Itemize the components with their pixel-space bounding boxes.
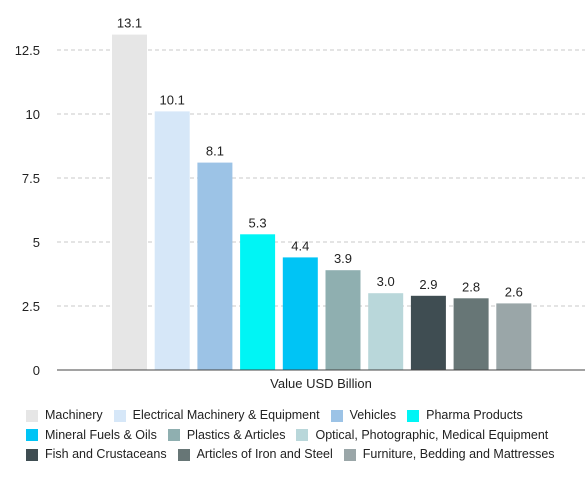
legend-swatch — [177, 448, 190, 461]
y-axis-tick-labels: 0 2.5 5 7.5 10 12.5 — [15, 43, 40, 378]
legend-item: Electrical Machinery & Equipment — [113, 406, 320, 426]
bar-value-label: 2.8 — [462, 279, 480, 294]
legend-item: Machinery — [26, 406, 103, 426]
legend-label: Electrical Machinery & Equipment — [132, 408, 320, 422]
bar — [282, 257, 318, 370]
legend-label: Machinery — [45, 408, 103, 422]
bar — [368, 293, 404, 370]
legend-swatch — [407, 409, 420, 422]
bar — [453, 298, 489, 370]
legend-item: Fish and Crustaceans — [26, 445, 167, 465]
bar-value-label: 3.9 — [334, 251, 352, 266]
legend-label: Furniture, Bedding and Mattresses — [362, 447, 555, 461]
bar-value-label: 8.1 — [206, 144, 224, 159]
y-tick-label: 12.5 — [15, 43, 40, 58]
legend-swatch — [26, 448, 38, 461]
legend-item: Plastics & Articles — [167, 426, 286, 446]
y-tick-label: 2.5 — [22, 299, 40, 314]
bar-value-label: 2.9 — [419, 277, 437, 292]
y-tick-label: 10 — [26, 107, 40, 122]
bar — [240, 234, 276, 370]
x-axis-label: Value USD Billion — [270, 376, 372, 391]
legend-item: Vehicles — [330, 406, 397, 426]
legend-label: Fish and Crustaceans — [45, 447, 167, 461]
legend-swatch — [26, 429, 38, 442]
legend-item: Articles of Iron and Steel — [177, 445, 333, 465]
legend-label: Vehicles — [349, 408, 397, 422]
legend-swatch — [113, 409, 126, 422]
legend-row: Fish and Crustaceans Articles of Iron and… — [26, 445, 581, 465]
bars — [112, 34, 532, 371]
legend-item: Optical, Photographic, Medical Equipment — [296, 426, 548, 446]
bar-value-label: 2.6 — [505, 284, 523, 299]
legend-label: Optical, Photographic, Medical Equipment — [315, 427, 549, 442]
legend: Machinery Electrical Machinery & Equipmen… — [26, 406, 581, 465]
bar — [325, 270, 361, 370]
legend-swatch — [26, 409, 38, 422]
y-tick-label: 0 — [33, 363, 40, 378]
legend-item: Pharma Products — [407, 406, 523, 426]
legend-item: Furniture, Bedding and Mattresses — [343, 445, 555, 465]
bar-value-label: 4.4 — [291, 238, 309, 253]
legend-label: Pharma Products — [426, 408, 523, 422]
bar-value-label: 13.1 — [117, 16, 142, 31]
bar-value-label: 3.0 — [377, 274, 395, 289]
legend-row: Mineral Fuels & Oils Plastics & Articles O… — [26, 426, 581, 446]
bar-value-labels: 13.1 10.1 8.1 5.3 4.4 3.9 3.0 2.9 2.8 2.6 — [117, 16, 523, 300]
legend-item: Mineral Fuels & Oils — [26, 426, 157, 446]
y-tick-label: 5 — [33, 235, 40, 250]
bar — [410, 295, 446, 370]
legend-swatch — [343, 448, 356, 461]
bar — [154, 111, 190, 371]
bar-chart-plot: 0 2.5 5 7.5 10 12.5 13.1 10.1 8.1 5.3 4.4 3.9 3.0 2.… — [15, 16, 585, 391]
bar — [112, 34, 147, 370]
bar — [496, 303, 532, 370]
y-tick-label: 7.5 — [22, 171, 40, 186]
legend-row: Machinery Electrical Machinery & Equipmen… — [26, 406, 581, 426]
legend-label: Plastics & Articles — [186, 427, 286, 442]
bar-value-label: 10.1 — [160, 92, 185, 107]
bar-value-label: 5.3 — [249, 215, 267, 230]
bar — [197, 162, 233, 370]
legend-label: Mineral Fuels & Oils — [45, 427, 157, 442]
legend-swatch — [330, 409, 343, 422]
legend-swatch — [296, 429, 309, 442]
legend-swatch — [167, 429, 180, 442]
legend-label: Articles of Iron and Steel — [196, 447, 333, 461]
